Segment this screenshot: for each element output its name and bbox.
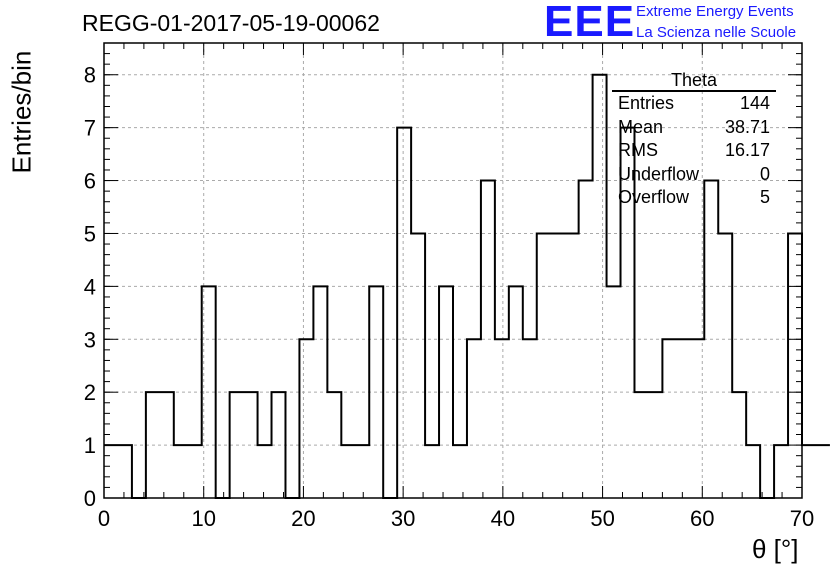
histogram-step-line [104, 73, 830, 499]
x-tick-label: 60 [690, 506, 714, 531]
x-axis-label: θ [°] [752, 534, 799, 564]
stats-value: 144 [739, 93, 770, 113]
plot-frame [103, 42, 803, 499]
stats-value: 38.71 [724, 116, 770, 137]
x-tick-label: 40 [491, 506, 515, 531]
x-tick-label: 70 [790, 506, 814, 531]
logo-subtitle-2: La Scienza nelle Scuole [636, 24, 797, 41]
stats-row: Entries 144 [612, 92, 776, 116]
axis-ticks [103, 42, 803, 499]
x-tick-label: 30 [391, 506, 415, 531]
y-tick-label: 5 [84, 221, 96, 246]
logo-subtitle-1: Extreme Energy Events [636, 3, 794, 20]
y-tick-label: 1 [84, 433, 96, 458]
y-tick-label: 7 [84, 116, 96, 141]
stats-row: Underflow 0 [612, 163, 776, 187]
y-tick-label: 6 [84, 169, 96, 194]
stats-label: Mean [618, 116, 664, 137]
y-axis-label: Entries/bin [6, 50, 37, 174]
stats-row: RMS 16.17 [612, 139, 776, 163]
eee-logo: EEE [544, 0, 636, 46]
x-tick-label: 0 [98, 506, 110, 531]
stats-label: RMS [618, 140, 658, 160]
y-tick-label: 3 [84, 327, 96, 352]
stats-value: 5 [759, 187, 770, 207]
y-tick-label: 4 [84, 274, 96, 299]
y-tick-label: 8 [84, 63, 96, 88]
stats-label: Overflow [618, 187, 690, 207]
stats-row: Mean 38.71 [612, 116, 776, 140]
x-tick-label: 50 [590, 506, 614, 531]
y-tick-label: 2 [84, 380, 96, 405]
stats-value: 0 [759, 163, 770, 184]
run-title: REGG-01-2017-05-19-00062 [82, 10, 380, 36]
x-tick-label: 10 [191, 506, 215, 531]
stats-title: Theta [612, 70, 776, 92]
stats-label: Entries [618, 93, 675, 113]
stats-row: Overflow 5 [612, 186, 776, 210]
stats-label: Underflow [618, 163, 700, 184]
stats-box: Theta Entries 144 Mean 38.71 RMS 16.17 Unde… [612, 70, 776, 210]
y-tick-label: 0 [84, 486, 96, 511]
stats-value: 16.17 [724, 140, 770, 160]
x-tick-label: 20 [291, 506, 315, 531]
